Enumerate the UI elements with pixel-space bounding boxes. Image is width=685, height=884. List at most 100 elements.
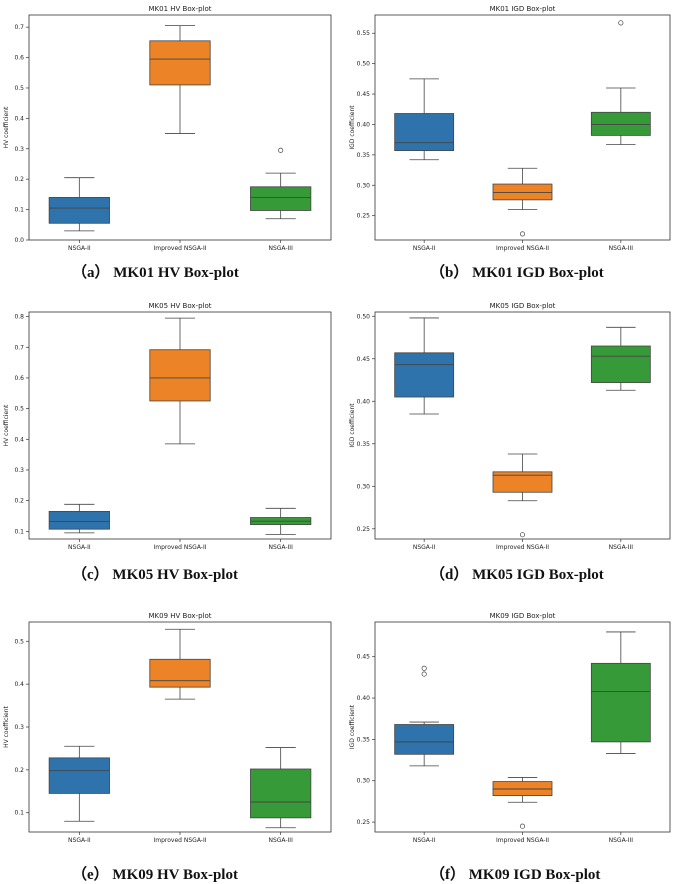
y-tick-label: 0.50 [357,61,371,68]
y-tick-label: 0.4 [14,115,24,122]
caption-b: （b） MK01 IGD Box-plot [430,265,604,281]
box-nsga-iii [250,768,312,819]
y-tick-label: 0.0 [14,237,24,244]
caption-f: （f） MK09 IGD Box-plot [430,867,601,883]
x-tick-label-improved-nsga-ii: Improved NSGA-II [496,837,549,844]
y-tick-label: 0.3 [14,467,24,474]
x-tick-label-nsga-ii: NSGA-II [68,837,91,844]
plot-frame [374,621,671,833]
chart-mk01-hv: MK01 HV Box-plot 0.0 0.1 0.2 0.3 0.4 0.5 0.6 0.7… [3,5,332,252]
y-tick-label: 0.3 [14,146,24,153]
box-improved-nsga-ii [492,471,553,493]
chart-title: MK01 HV Box-plot [149,5,212,13]
y-tick-label: 0.2 [14,176,24,183]
y-tick-label: 0.1 [14,528,24,535]
chart-title: MK09 IGD Box-plot [490,612,556,620]
y-tick-label: 0.25 [357,819,371,826]
y-tick-label: 0.1 [14,207,24,214]
y-tick-label: 0.55 [357,30,371,37]
plot-frame [28,621,332,833]
outlier-nsga-iii [618,20,624,26]
y-tick-label: 0.4 [14,681,24,688]
y-tick-label: 0.6 [14,375,24,382]
y-axis-label: HV coefficient [3,106,10,148]
plot-frame [374,311,671,540]
box-nsga-ii [48,510,110,530]
y-tick-label: 0.7 [14,344,24,351]
y-axis-label: IGD coefficient [349,704,356,749]
y-axis-label: IGD coefficient [349,105,356,150]
x-tick-label-nsga-iii: NSGA-III [609,245,634,252]
y-tick-label: 0.1 [14,810,24,817]
chart-mk05-igd: MK05 IGD Box-plot 0.25 0.30 0.35 0.40 0.45 0.5… [349,302,671,551]
y-tick-label: 0.25 [357,213,371,220]
caption-a: （a） MK01 HV Box-plot [72,265,239,281]
chart-mk01-igd: MK01 IGD Box-plot 0.25 0.30 0.35 0.40 0.45 0.5… [349,5,671,252]
y-tick-label: 0.30 [357,182,371,189]
chart-panel-mk01-igd: MK01 IGD Box-plot 0.25 0.30 0.35 0.40 0.45 0.5… [342,0,685,252]
y-tick-label: 0.40 [357,695,371,702]
y-tick-label: 0.8 [14,314,24,321]
x-tick-label-nsga-iii: NSGA-III [268,837,293,844]
outlier-improved-nsga-ii [519,823,526,829]
chart-title: MK05 HV Box-plot [149,302,212,310]
x-tick-label-improved-nsga-ii: Improved NSGA-II [496,245,549,252]
y-tick-label: 0.5 [14,85,24,92]
x-tick-label-improved-nsga-ii: Improved NSGA-II [153,837,206,844]
y-tick-label: 0.30 [357,483,371,490]
chart-panel-mk09-hv: MK09 HV Box-plot 0.1 0.2 0.3 0.4 0.5 HV coeffi… [0,605,342,855]
x-tick-label-improved-nsga-ii: Improved NSGA-II [496,544,549,551]
x-tick-label-improved-nsga-ii: Improved NSGA-II [153,544,206,551]
y-tick-label: 0.45 [357,654,371,661]
box-nsga-iii [250,186,312,211]
y-tick-label: 0.7 [14,24,24,31]
chart-panel-mk05-igd: MK05 IGD Box-plot 0.25 0.30 0.35 0.40 0.45 0.5… [342,295,685,553]
x-tick-label-nsga-iii: NSGA-III [609,837,634,844]
chart-panel-mk01-hv: MK01 HV Box-plot 0.0 0.1 0.2 0.3 0.4 0.5 0.6 0.7… [0,0,342,252]
chart-panel-mk09-igd: MK09 IGD Box-plot 0.25 0.30 0.35 0.40 0.45 IGD… [342,605,685,855]
y-tick-label: 0.5 [14,638,24,645]
caption-e: （e） MK09 HV Box-plot [72,867,238,883]
box-improved-nsga-ii [149,658,211,688]
x-tick-label-nsga-iii: NSGA-III [268,245,293,252]
y-tick-label: 0.45 [357,356,371,363]
y-tick-label: 0.2 [14,767,24,774]
x-tick-label-improved-nsga-ii: Improved NSGA-II [153,245,206,252]
outlier-improved-nsga-ii [519,532,526,538]
y-tick-label: 0.3 [14,724,24,731]
box-nsga-ii [394,352,455,398]
box-improved-nsga-ii [492,183,553,201]
caption-c: （c） MK05 HV Box-plot [72,567,238,583]
x-tick-label-nsga-iii: NSGA-III [268,544,293,551]
y-axis-label: HV coefficient [3,705,10,747]
y-tick-label: 0.4 [14,436,24,443]
x-tick-label-nsga-ii: NSGA-II [68,245,91,252]
y-tick-label: 0.40 [357,398,371,405]
x-tick-label-nsga-ii: NSGA-II [413,837,436,844]
y-tick-label: 0.35 [357,152,371,159]
outlier-nsga-ii [421,665,427,671]
y-tick-label: 0.45 [357,91,371,98]
y-axis-label: IGD coefficient [349,403,356,448]
chart-title: MK05 IGD Box-plot [490,302,556,310]
outlier-nsga-iii [278,147,284,153]
y-axis-label: HV coefficient [3,404,10,446]
y-tick-label: 0.2 [14,498,24,505]
box-improved-nsga-ii [149,40,211,86]
y-tick-label: 0.6 [14,55,24,62]
caption-d: （d） MK05 IGD Box-plot [430,567,604,583]
plot-frame [374,14,671,241]
plot-frame [28,311,332,540]
chart-title: MK09 HV Box-plot [149,612,212,620]
box-nsga-iii [590,345,651,383]
y-tick-label: 0.40 [357,121,371,128]
outlier-improved-nsga-ii [519,231,526,237]
y-tick-label: 0.35 [357,736,371,743]
chart-panel-mk05-hv: MK05 HV Box-plot 0.1 0.2 0.3 0.4 0.5 0.6 0.7 0.8… [0,295,342,553]
x-tick-label-nsga-ii: NSGA-II [413,544,436,551]
y-tick-label: 0.30 [357,778,371,785]
x-tick-label-nsga-ii: NSGA-II [68,544,91,551]
y-tick-label: 0.35 [357,441,371,448]
chart-mk05-hv: MK05 HV Box-plot 0.1 0.2 0.3 0.4 0.5 0.6 0.7 0.8… [3,302,332,551]
y-tick-label: 0.25 [357,526,371,533]
